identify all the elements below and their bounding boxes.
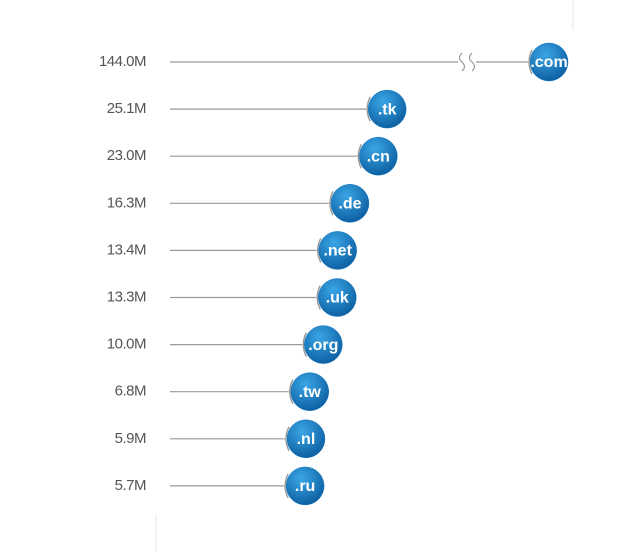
category-label: .com [530, 54, 567, 71]
bubble [318, 231, 357, 270]
bubble [286, 419, 326, 459]
bracket [366, 96, 371, 122]
category-label: .uk [326, 290, 349, 307]
value-label: 25.1M [107, 100, 146, 117]
bracket [285, 426, 290, 452]
lollipop [170, 42, 569, 82]
value-label: 144.0M [99, 53, 146, 70]
bracket [289, 379, 294, 405]
bracket [316, 285, 321, 310]
bubble [304, 325, 343, 364]
bubble [318, 278, 357, 317]
value-label: 10.0M [107, 336, 146, 353]
lollipop [170, 231, 357, 270]
value-label: 13.3M [107, 288, 146, 305]
lollipop [170, 89, 407, 129]
bracket [302, 332, 307, 357]
category-label: .de [338, 196, 361, 213]
lollipop [170, 466, 325, 506]
category-label: .net [323, 243, 352, 260]
lollipop [170, 419, 326, 459]
value-label: 5.7M [115, 477, 146, 494]
category-label: .tk [378, 101, 397, 118]
lollipop [170, 372, 330, 411]
value-label: 13.4M [107, 241, 146, 258]
axis-break [458, 52, 476, 72]
bracket [528, 49, 533, 75]
value-label: 16.3M [107, 194, 146, 211]
bracket [284, 473, 289, 499]
lollipop [170, 184, 370, 223]
value-label: 5.9M [115, 430, 146, 447]
category-label: .tw [299, 384, 322, 401]
bracket [329, 190, 334, 216]
category-label: .ru [295, 478, 315, 495]
bubble [367, 89, 407, 129]
bubble [359, 136, 398, 176]
bracket [357, 143, 362, 169]
lollipop [170, 325, 343, 364]
bubble [285, 466, 325, 506]
category-label: .nl [297, 431, 316, 448]
value-label: 6.8M [115, 383, 146, 400]
bubble [529, 42, 569, 82]
category-label: .org [308, 337, 338, 354]
lollipop [170, 136, 398, 176]
value-label: 23.0M [107, 147, 146, 164]
bubble [330, 184, 370, 223]
bracket [316, 238, 322, 263]
category-label: .cn [367, 148, 390, 165]
lollipop [170, 278, 357, 317]
bubble [290, 372, 330, 411]
